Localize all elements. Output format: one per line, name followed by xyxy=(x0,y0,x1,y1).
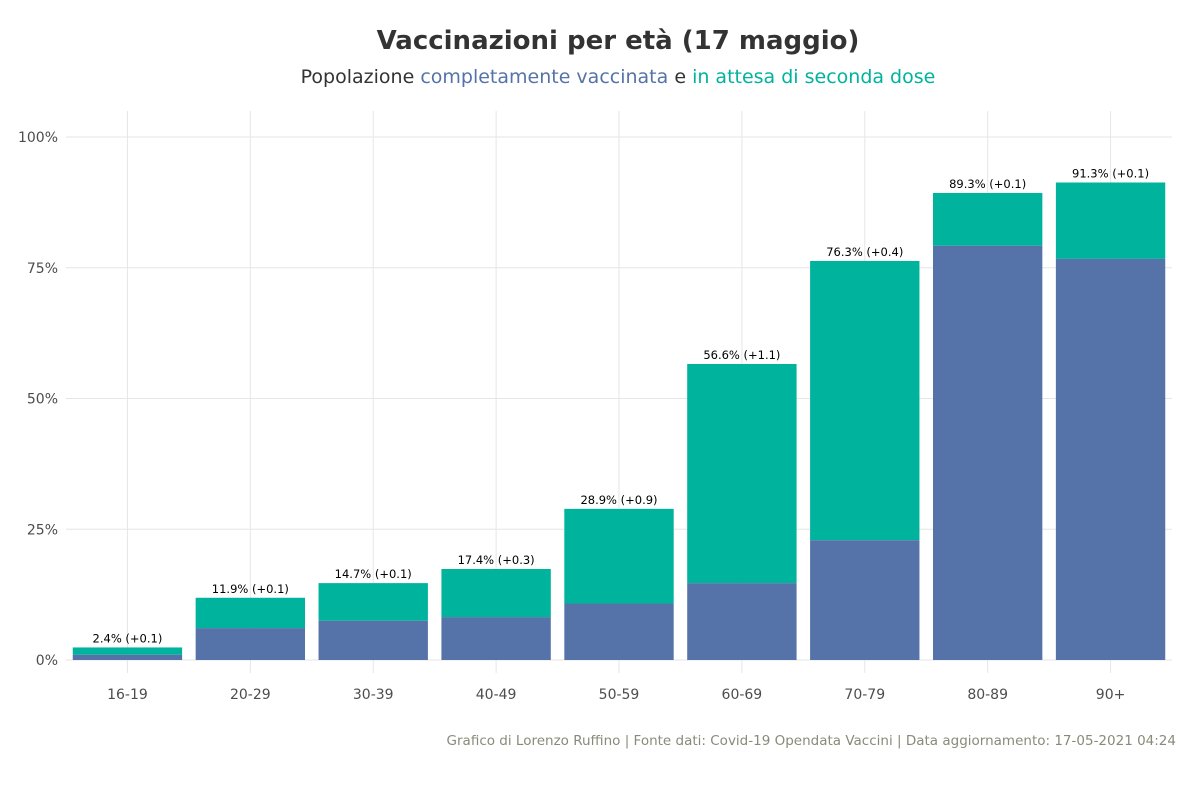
bar-fully-vaccinated xyxy=(1055,258,1166,660)
x-tick-label: 30-39 xyxy=(353,687,394,703)
x-tick-label: 70-79 xyxy=(844,687,885,703)
bar-fully-vaccinated xyxy=(195,628,306,660)
x-tick-label: 16-19 xyxy=(107,687,148,703)
bar-awaiting-second-dose xyxy=(564,508,674,604)
y-tick-label: 50% xyxy=(27,392,58,408)
x-tick-label: 60-69 xyxy=(722,687,763,703)
bar-data-label: 76.3% (+0.4) xyxy=(826,245,903,259)
bar-data-label: 28.9% (+0.9) xyxy=(580,493,657,507)
bar-data-label: 91.3% (+0.1) xyxy=(1072,167,1149,181)
bar-awaiting-second-dose xyxy=(195,597,306,629)
bar-fully-vaccinated xyxy=(72,654,183,660)
bar-fully-vaccinated xyxy=(932,245,1043,660)
y-tick-label: 0% xyxy=(36,653,58,669)
bar-awaiting-second-dose xyxy=(1055,182,1166,259)
bar-data-label: 89.3% (+0.1) xyxy=(949,177,1026,191)
bar-fully-vaccinated xyxy=(810,540,920,660)
x-tick-label: 80-89 xyxy=(967,687,1008,703)
bar-data-label: 11.9% (+0.1) xyxy=(212,582,289,596)
subtitle-middle: e xyxy=(668,66,693,88)
bar-data-label: 2.4% (+0.1) xyxy=(93,631,163,645)
bar-awaiting-second-dose xyxy=(687,363,797,584)
y-tick-label: 25% xyxy=(27,522,58,538)
x-tick-label: 90+ xyxy=(1096,687,1126,703)
subtitle-fully-vaccinated: completamente vaccinata xyxy=(420,66,669,88)
x-tick-label: 50-59 xyxy=(599,687,640,703)
bar-fully-vaccinated xyxy=(441,617,551,660)
subtitle-awaiting-second-dose: in attesa di seconda dose xyxy=(692,66,936,88)
bar-data-label: 14.7% (+0.1) xyxy=(335,567,412,581)
y-tick-label: 75% xyxy=(27,261,58,277)
chart-subtitle: Popolazione completamente vaccinata e in… xyxy=(0,66,1200,88)
bar-awaiting-second-dose xyxy=(810,260,920,541)
bar-fully-vaccinated xyxy=(564,603,674,660)
bar-data-label: 56.6% (+1.1) xyxy=(703,348,780,362)
y-tick-label: 100% xyxy=(18,130,58,146)
x-tick-label: 40-49 xyxy=(476,687,517,703)
bar-awaiting-second-dose xyxy=(72,647,183,655)
subtitle-prefix: Popolazione xyxy=(300,66,421,88)
chart-title: Vaccinazioni per età (17 maggio) xyxy=(376,26,860,56)
bar-awaiting-second-dose xyxy=(441,568,551,618)
bar-fully-vaccinated xyxy=(318,620,428,660)
bar-awaiting-second-dose xyxy=(932,192,1043,246)
x-tick-label: 20-29 xyxy=(230,687,271,703)
bar-fully-vaccinated xyxy=(687,583,797,660)
bar-data-label: 17.4% (+0.3) xyxy=(458,553,535,567)
bar-awaiting-second-dose xyxy=(318,583,428,621)
chart-caption: Grafico di Lorenzo Ruffino | Fonte dati:… xyxy=(446,733,1176,749)
